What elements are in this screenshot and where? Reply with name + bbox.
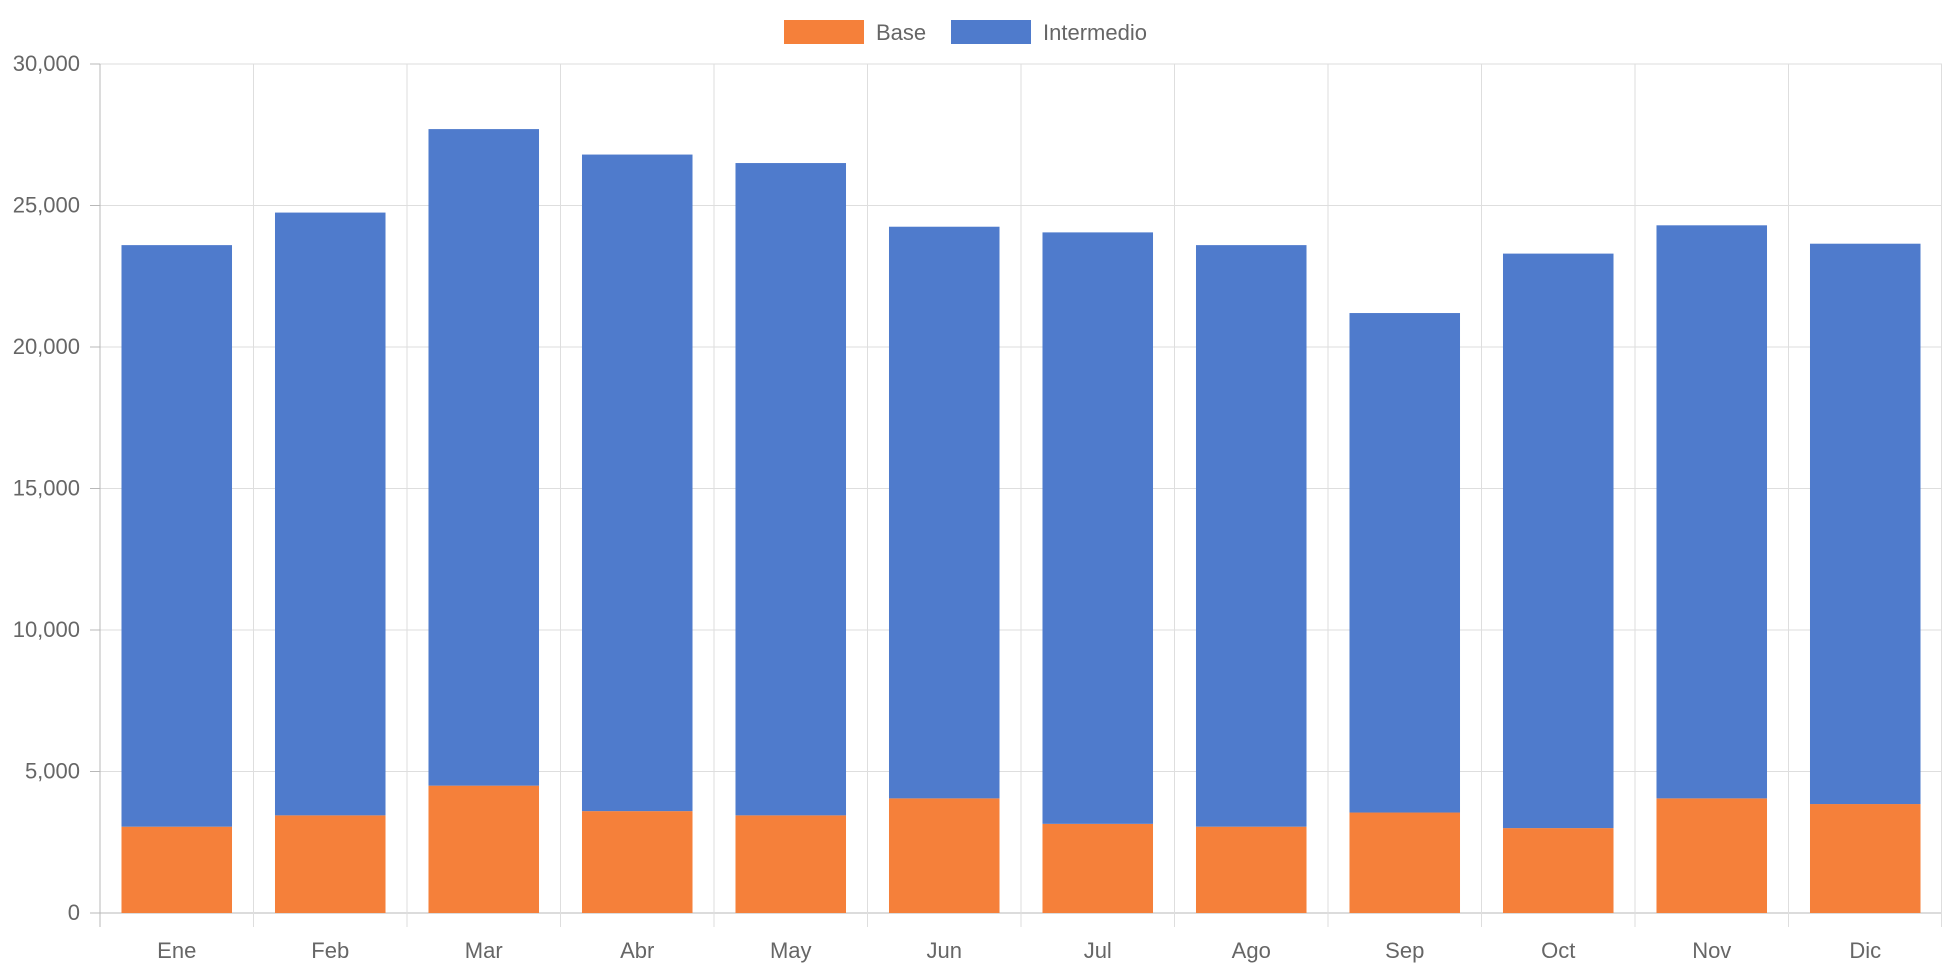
- bar-base-abr[interactable]: [581, 811, 693, 913]
- bar-base-feb[interactable]: [274, 815, 386, 913]
- bar-base-may[interactable]: [735, 815, 847, 913]
- y-tick-label: 25,000: [13, 193, 80, 218]
- bar-intermedio-jun[interactable]: [888, 226, 1000, 799]
- y-tick-label: 5,000: [25, 759, 80, 784]
- legend-label-intermedio[interactable]: Intermedio: [1043, 20, 1147, 45]
- y-axis-ticks: 0 5,000 10,000 15,000 20,000 25,000 30,000: [13, 51, 100, 925]
- bar-base-sep[interactable]: [1349, 812, 1461, 913]
- bar-intermedio-mar[interactable]: [428, 129, 540, 786]
- x-tick-label: Sep: [1385, 938, 1424, 963]
- x-axis-ticks: Ene Feb Mar Abr May Jun Jul Ago Sep Oct Nov Dic: [157, 938, 1881, 963]
- bar-base-jul[interactable]: [1042, 823, 1154, 913]
- y-tick-label: 30,000: [13, 51, 80, 76]
- legend[interactable]: Base Intermedio: [784, 20, 1147, 45]
- bar-base-jun[interactable]: [888, 798, 1000, 913]
- x-tick-label: Oct: [1541, 938, 1575, 963]
- bar-base-mar[interactable]: [428, 785, 540, 913]
- bar-base-nov[interactable]: [1656, 798, 1768, 913]
- bar-intermedio-ago[interactable]: [1195, 245, 1307, 827]
- bar-intermedio-abr[interactable]: [581, 154, 693, 812]
- x-tick-label: Dic: [1849, 938, 1881, 963]
- x-tick-label: Ene: [157, 938, 196, 963]
- grid-lines: [99, 63, 1942, 927]
- legend-swatch-base[interactable]: [784, 20, 864, 44]
- bar-base-oct[interactable]: [1502, 828, 1614, 913]
- bar-intermedio-oct[interactable]: [1502, 253, 1614, 829]
- y-tick-label: 15,000: [13, 476, 80, 501]
- bar-intermedio-dic[interactable]: [1809, 243, 1921, 805]
- x-tick-label: Jun: [927, 938, 962, 963]
- bar-intermedio-jul[interactable]: [1042, 232, 1154, 824]
- bar-base-ene[interactable]: [121, 826, 233, 913]
- x-tick-label: Mar: [465, 938, 503, 963]
- x-tick-label: Feb: [311, 938, 349, 963]
- bar-intermedio-ene[interactable]: [121, 245, 233, 827]
- x-tick-label: Abr: [620, 938, 654, 963]
- x-tick-label: Ago: [1232, 938, 1271, 963]
- bar-intermedio-nov[interactable]: [1656, 225, 1768, 799]
- y-tick-label: 20,000: [13, 334, 80, 359]
- x-tick-label: Jul: [1084, 938, 1112, 963]
- bar-intermedio-feb[interactable]: [274, 212, 386, 816]
- bar-base-ago[interactable]: [1195, 826, 1307, 913]
- x-tick-label: May: [770, 938, 812, 963]
- legend-swatch-intermedio[interactable]: [951, 20, 1031, 44]
- bar-intermedio-sep[interactable]: [1349, 313, 1461, 813]
- y-tick-label: 0: [68, 900, 80, 925]
- y-tick-label: 10,000: [13, 617, 80, 642]
- bar-base-dic[interactable]: [1809, 804, 1921, 913]
- x-tick-label: Nov: [1692, 938, 1731, 963]
- legend-label-base[interactable]: Base: [876, 20, 926, 45]
- bars: [121, 129, 1921, 913]
- bar-intermedio-may[interactable]: [735, 163, 847, 816]
